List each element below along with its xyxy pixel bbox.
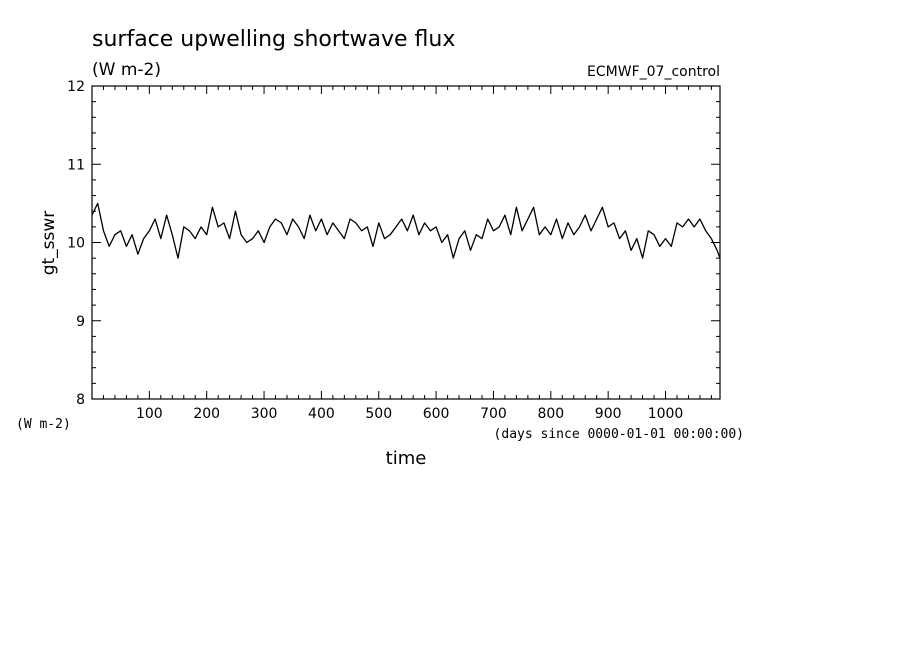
chart-subtitle-units: (W m-2) xyxy=(92,60,161,80)
axis-tick-labels: 100 200 300 400 500 600 700 800 900 1000 8 9 10 11 12 xyxy=(67,79,683,422)
x-tick-label: 800 xyxy=(537,406,564,422)
y-axis-units: (W m-2) xyxy=(16,417,71,432)
chart-title: surface upwelling shortwave flux xyxy=(92,27,455,52)
y-tick-label: 8 xyxy=(76,392,85,408)
x-tick-label: 400 xyxy=(308,406,335,422)
x-tick-label: 200 xyxy=(193,406,220,422)
y-tick-label: 9 xyxy=(76,314,85,330)
x-tick-label: 1000 xyxy=(648,406,684,422)
y-tick-label: 12 xyxy=(67,79,85,95)
x-tick-label: 600 xyxy=(423,406,450,422)
dataset-label: ECMWF_07_control xyxy=(587,64,720,80)
plot-frame xyxy=(91,85,721,400)
x-tick-label: 900 xyxy=(595,406,622,422)
x-tick-label: 500 xyxy=(365,406,392,422)
x-axis-units: (days since 0000-01-01 00:00:00) xyxy=(494,427,744,442)
y-axis-label: gt_sswr xyxy=(39,211,59,276)
y-tick-label: 10 xyxy=(67,236,85,252)
x-tick-label: 700 xyxy=(480,406,507,422)
y-tick-label: 11 xyxy=(67,157,85,173)
series-line-gt-sswr xyxy=(91,202,721,259)
x-tick-label: 300 xyxy=(251,406,278,422)
x-axis-label: time xyxy=(386,448,427,469)
axis-ticks xyxy=(92,85,720,400)
x-tick-label: 100 xyxy=(136,406,163,422)
